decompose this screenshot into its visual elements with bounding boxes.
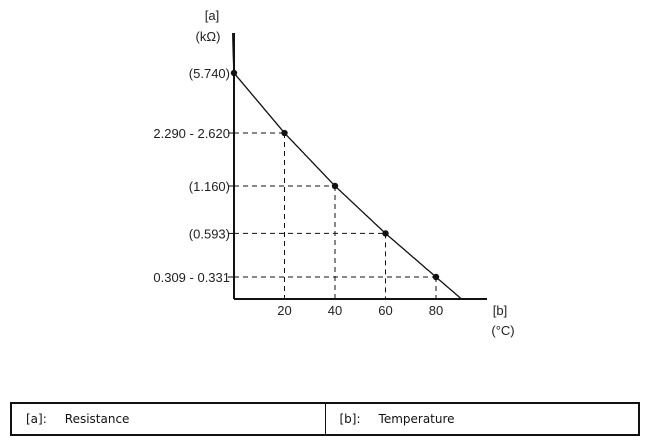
x-axis-letter: [b] [493, 303, 507, 318]
legend-key-b: [b]: [339, 412, 361, 426]
x-tick-labels: 20 40 60 80 [277, 303, 443, 318]
legend-cell-a: [a]: Resistance [12, 404, 325, 434]
data-points [230, 69, 440, 281]
data-point [230, 69, 238, 77]
legend-key-a: [a]: [26, 412, 47, 426]
y-value-label: 2.290 - 2.620 [153, 126, 230, 141]
data-point [281, 129, 288, 137]
y-value-label: (1.160) [189, 179, 230, 194]
y-value-label: 0.309 - 0.331 [153, 270, 230, 285]
x-tick-label: 60 [378, 303, 392, 318]
resistance-temperature-chart: (5.740) 2.290 - 2.620 (1.160) (0.593) 0.309 … [153, 8, 514, 338]
x-tick-label: 40 [328, 303, 342, 318]
legend-table: [a]: Resistance [b]: Temperature [10, 402, 640, 436]
data-point [382, 230, 389, 237]
y-value-labels: (5.740) 2.290 - 2.620 (1.160) (0.593) 0.309 … [153, 66, 230, 285]
dashed-guides [228, 132, 437, 299]
legend-cell-b: [b]: Temperature [324, 404, 639, 434]
legend-text-b: Temperature [378, 412, 455, 426]
legend-text-a: Resistance [64, 412, 130, 426]
data-point [331, 182, 339, 190]
x-tick-label: 20 [277, 303, 291, 318]
x-axis-unit: (°C) [491, 323, 514, 338]
y-value-label: (5.740) [189, 66, 230, 81]
y-value-label: (0.593) [189, 226, 230, 241]
resistance-curve [232, 32, 462, 300]
y-axis-letter: [a] [205, 8, 219, 23]
data-point [432, 273, 440, 281]
x-tick-label: 80 [429, 303, 443, 318]
y-axis-unit: (kΩ) [196, 29, 221, 44]
